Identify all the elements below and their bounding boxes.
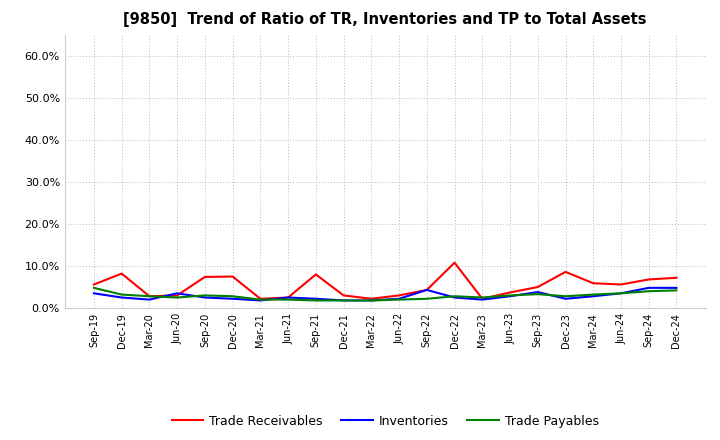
Line: Trade Payables: Trade Payables — [94, 288, 677, 301]
Inventories — [284, 295, 292, 300]
Trade Payables — [616, 291, 625, 296]
Title: [9850]  Trend of Ratio of TR, Inventories and TP to Total Assets: [9850] Trend of Ratio of TR, Inventories… — [123, 12, 647, 27]
Trade Payables — [478, 295, 487, 300]
Trade Payables — [450, 293, 459, 299]
Trade Receivables — [201, 274, 210, 279]
Trade Payables — [644, 289, 653, 294]
Trade Payables — [117, 292, 126, 297]
Inventories — [644, 285, 653, 290]
Trade Payables — [534, 292, 542, 297]
Trade Receivables — [145, 293, 154, 299]
Trade Payables — [672, 288, 681, 293]
Trade Receivables — [561, 269, 570, 275]
Trade Receivables — [644, 277, 653, 282]
Trade Receivables — [89, 282, 98, 287]
Trade Payables — [201, 293, 210, 298]
Inventories — [561, 296, 570, 301]
Trade Payables — [312, 298, 320, 303]
Trade Receivables — [284, 295, 292, 300]
Inventories — [89, 291, 98, 296]
Trade Receivables — [312, 272, 320, 277]
Trade Payables — [395, 297, 403, 302]
Inventories — [339, 298, 348, 303]
Trade Payables — [367, 298, 376, 303]
Line: Trade Receivables: Trade Receivables — [94, 263, 677, 299]
Trade Receivables — [672, 275, 681, 280]
Inventories — [228, 296, 237, 301]
Line: Inventories: Inventories — [94, 288, 677, 301]
Trade Receivables — [616, 282, 625, 287]
Inventories — [589, 293, 598, 299]
Inventories — [312, 296, 320, 301]
Inventories — [117, 295, 126, 300]
Trade Receivables — [423, 287, 431, 293]
Legend: Trade Receivables, Inventories, Trade Payables: Trade Receivables, Inventories, Trade Pa… — [166, 410, 604, 433]
Trade Receivables — [395, 293, 403, 298]
Trade Receivables — [505, 290, 514, 295]
Trade Payables — [505, 293, 514, 298]
Trade Receivables — [478, 296, 487, 301]
Trade Receivables — [339, 293, 348, 298]
Trade Receivables — [589, 281, 598, 286]
Trade Payables — [228, 293, 237, 299]
Inventories — [672, 285, 681, 290]
Trade Payables — [256, 297, 265, 302]
Inventories — [256, 298, 265, 303]
Trade Payables — [423, 296, 431, 301]
Trade Payables — [561, 293, 570, 299]
Trade Receivables — [117, 271, 126, 276]
Inventories — [423, 287, 431, 293]
Trade Payables — [173, 295, 181, 300]
Trade Payables — [284, 297, 292, 302]
Inventories — [505, 293, 514, 299]
Inventories — [395, 296, 403, 301]
Inventories — [145, 297, 154, 302]
Trade Payables — [89, 285, 98, 290]
Trade Receivables — [367, 296, 376, 301]
Inventories — [173, 291, 181, 296]
Trade Payables — [589, 292, 598, 297]
Trade Receivables — [173, 293, 181, 298]
Trade Payables — [339, 298, 348, 303]
Inventories — [450, 295, 459, 300]
Inventories — [534, 290, 542, 295]
Inventories — [367, 298, 376, 303]
Inventories — [616, 291, 625, 296]
Inventories — [478, 297, 487, 302]
Trade Receivables — [534, 284, 542, 290]
Trade Receivables — [450, 260, 459, 265]
Trade Receivables — [228, 274, 237, 279]
Trade Payables — [145, 293, 154, 299]
Trade Receivables — [256, 296, 265, 301]
Inventories — [201, 295, 210, 300]
